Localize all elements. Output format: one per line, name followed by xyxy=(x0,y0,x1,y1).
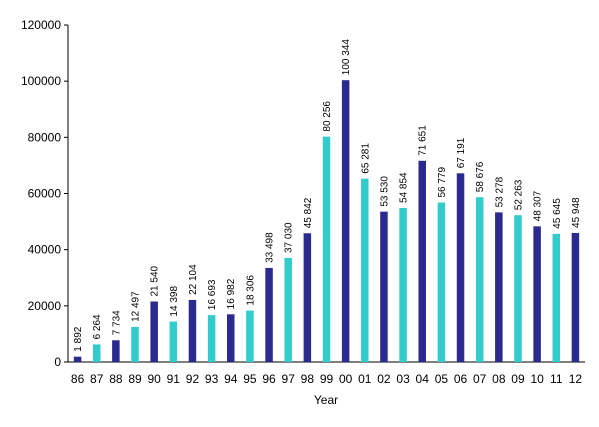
data-label: 71 651 xyxy=(418,125,429,156)
data-label: 12 497 xyxy=(131,291,142,322)
x-tick-label: 93 xyxy=(205,372,219,386)
bar xyxy=(303,233,312,362)
x-tick-label: 12 xyxy=(569,372,583,386)
x-ticks: 86 87 88 89 90 91 92 93 94 95 96 97 98 99 00 01 02 03 04 05… xyxy=(71,372,583,386)
x-tick-label: 07 xyxy=(473,372,487,386)
x-tick-label: 04 xyxy=(416,372,430,386)
x-tick-label: 96 xyxy=(262,372,276,386)
x-tick-label: 00 xyxy=(339,372,353,386)
data-label: 67 191 xyxy=(456,137,467,168)
y-tick-label: 0 xyxy=(54,355,61,369)
y-tick-label: 40000 xyxy=(28,243,62,257)
data-label: 45 645 xyxy=(552,198,563,229)
bar xyxy=(284,258,292,362)
data-label: 22 104 xyxy=(188,264,199,295)
bar xyxy=(380,211,388,362)
x-axis-title: Year xyxy=(314,393,338,407)
bar xyxy=(265,267,273,362)
bar xyxy=(73,356,82,362)
x-tick-label: 86 xyxy=(71,372,85,386)
x-tick-label: 98 xyxy=(301,372,315,386)
bar xyxy=(92,344,101,362)
data-label: 80 256 xyxy=(322,101,333,132)
bar xyxy=(571,232,580,362)
bar xyxy=(475,197,484,362)
bar xyxy=(150,301,158,362)
bar xyxy=(437,202,446,362)
data-label: 45 842 xyxy=(303,197,314,228)
x-tick-label: 92 xyxy=(186,372,200,386)
bar xyxy=(322,136,331,362)
x-tick-label: 87 xyxy=(90,372,104,386)
bar xyxy=(361,178,369,362)
y-tick-label: 20000 xyxy=(28,299,62,313)
bars xyxy=(73,80,580,363)
data-label: 53 278 xyxy=(494,176,505,207)
data-label: 6 264 xyxy=(92,314,103,339)
data-label: 45 948 xyxy=(571,197,582,228)
bar xyxy=(188,299,197,362)
bar xyxy=(169,321,178,362)
bar xyxy=(418,160,426,362)
bar xyxy=(207,315,216,362)
x-tick-label: 95 xyxy=(243,372,257,386)
x-tick-label: 05 xyxy=(435,372,449,386)
x-tick-label: 02 xyxy=(377,372,391,386)
data-label: 21 540 xyxy=(150,265,161,296)
data-label: 1 892 xyxy=(73,326,84,351)
bar xyxy=(112,340,120,362)
x-tick-label: 11 xyxy=(550,372,563,386)
y-tick-label: 60000 xyxy=(28,187,62,201)
y-tick-label: 120000 xyxy=(21,18,61,32)
data-label: 100 344 xyxy=(341,39,352,76)
data-label: 16 693 xyxy=(207,279,218,310)
bar xyxy=(399,207,407,362)
bar xyxy=(533,226,541,362)
bar xyxy=(456,173,465,362)
data-label: 56 779 xyxy=(437,167,448,198)
x-tick-label: 10 xyxy=(530,372,544,386)
data-label: 33 498 xyxy=(265,232,276,263)
x-tick-label: 97 xyxy=(282,372,296,386)
bar xyxy=(131,326,139,362)
x-tick-label: 99 xyxy=(320,372,334,386)
data-label: 52 263 xyxy=(513,179,524,210)
bar xyxy=(246,310,254,362)
data-label: 18 306 xyxy=(245,275,256,306)
data-label: 14 398 xyxy=(169,286,180,317)
x-tick-label: 06 xyxy=(454,372,468,386)
bar xyxy=(227,314,235,362)
bar xyxy=(514,215,522,362)
data-label: 7 734 xyxy=(111,310,122,335)
bar xyxy=(341,80,350,363)
x-tick-label: 94 xyxy=(224,372,238,386)
data-label: 65 281 xyxy=(360,143,371,174)
bar xyxy=(552,233,561,362)
x-tick-label: 03 xyxy=(396,372,410,386)
x-tick-label: 90 xyxy=(147,372,161,386)
data-label: 53 530 xyxy=(379,176,390,207)
data-labels: 1 892 6 264 7 734 12 497 21 540 14 398 22 104 1… xyxy=(73,39,582,352)
y-tick-label: 80000 xyxy=(28,130,62,144)
x-tick-label: 89 xyxy=(128,372,142,386)
data-label: 16 982 xyxy=(226,278,237,309)
x-tick-label: 09 xyxy=(511,372,525,386)
x-tick-label: 91 xyxy=(167,372,181,386)
y-ticks: 0 20000 40000 60000 80000 100000 120000 xyxy=(21,18,68,369)
bar xyxy=(495,212,503,362)
x-tick-label: 88 xyxy=(109,372,123,386)
x-tick-label: 08 xyxy=(492,372,506,386)
x-tick-label: 01 xyxy=(358,372,372,386)
y-tick-label: 100000 xyxy=(21,74,61,88)
data-label: 37 030 xyxy=(284,222,295,253)
data-label: 48 307 xyxy=(533,190,544,221)
data-label: 58 676 xyxy=(475,161,486,192)
data-label: 54 854 xyxy=(399,172,410,203)
